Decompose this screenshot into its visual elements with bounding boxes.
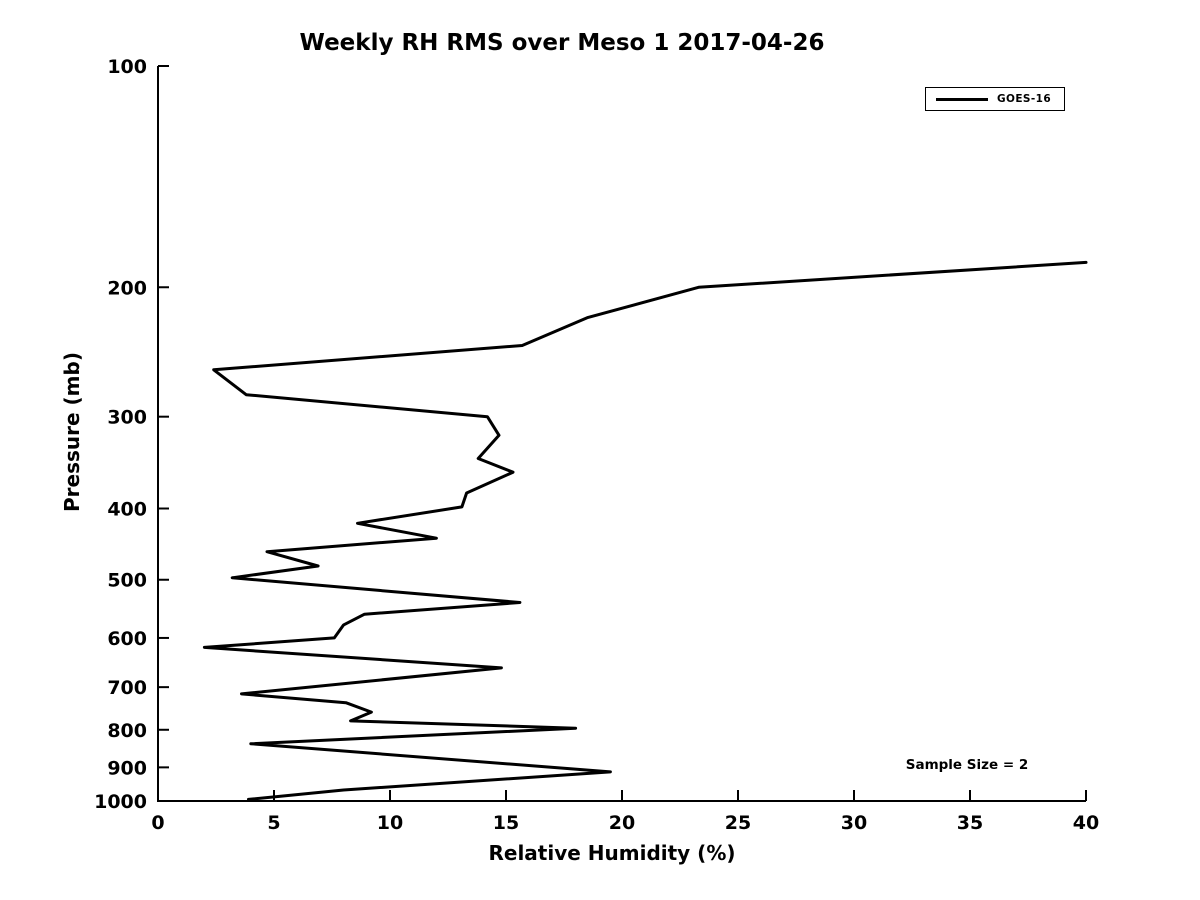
legend-line-sample-icon bbox=[936, 97, 988, 101]
y-tick-label: 600 bbox=[107, 628, 147, 650]
x-tick-label: 20 bbox=[609, 812, 635, 834]
chart-title: Weekly RH RMS over Meso 1 2017-04-26 bbox=[299, 30, 825, 56]
y-tick-label: 800 bbox=[107, 720, 147, 742]
y-tick-label: 500 bbox=[107, 570, 147, 592]
y-tick-label: 300 bbox=[107, 407, 147, 429]
y-tick-label: 200 bbox=[107, 277, 147, 299]
axes-spines bbox=[157, 66, 1086, 802]
y-tick-label: 100 bbox=[107, 56, 147, 78]
y-axis-label: Pressure (mb) bbox=[60, 352, 84, 512]
y-tick-label: 400 bbox=[107, 499, 147, 521]
x-tick-label: 40 bbox=[1073, 812, 1099, 834]
y-tick-label: 700 bbox=[107, 677, 147, 699]
x-tick-label: 25 bbox=[725, 812, 751, 834]
legend: GOES-16 bbox=[925, 87, 1065, 111]
x-tick-label: 5 bbox=[267, 812, 280, 834]
x-axis-label: Relative Humidity (%) bbox=[488, 841, 736, 865]
x-tick-label: 10 bbox=[377, 812, 403, 834]
y-tick-label: 1000 bbox=[94, 791, 147, 813]
x-tick-label: 35 bbox=[957, 812, 983, 834]
x-tick-label: 30 bbox=[841, 812, 867, 834]
y-tick-label: 900 bbox=[107, 757, 147, 779]
sample-size-annotation: Sample Size = 2 bbox=[905, 757, 1029, 773]
x-tick-label: 15 bbox=[493, 812, 519, 834]
rh-series-line bbox=[202, 260, 1088, 801]
legend-entry-label: GOES-16 bbox=[997, 93, 1052, 105]
x-tick-label: 0 bbox=[151, 812, 164, 834]
